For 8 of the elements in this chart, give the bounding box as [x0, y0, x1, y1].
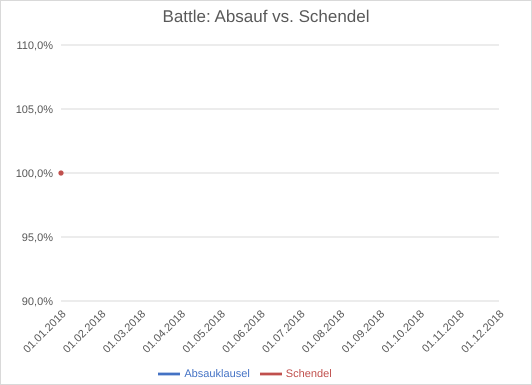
chart-title: Battle: Absauf vs. Schendel: [162, 6, 370, 28]
legend-label: Absauklausel: [184, 368, 250, 380]
y-tick-label: 95,0%: [22, 232, 54, 244]
legend-label: Schendel: [286, 368, 332, 380]
y-tick-label: 110,0%: [16, 40, 54, 52]
y-tick-label: 105,0%: [16, 104, 54, 116]
y-tick-label: 90,0%: [22, 296, 54, 308]
y-tick-label: 100,0%: [16, 168, 54, 180]
